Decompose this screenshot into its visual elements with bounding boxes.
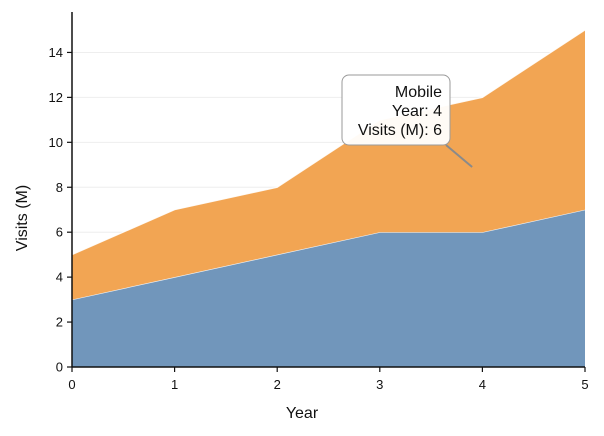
x-tick-label-5: 5 — [581, 377, 588, 392]
y-tick-label-14: 14 — [49, 45, 63, 60]
y-tick-label-2: 2 — [56, 315, 63, 330]
tooltip-visits: Visits (M): 6 — [358, 122, 442, 139]
y-tick-label-4: 4 — [56, 270, 63, 285]
x-tick-label-2: 2 — [274, 377, 281, 392]
tooltip-year: Year: 4 — [392, 103, 442, 120]
tooltip-series-name: Mobile — [395, 84, 442, 101]
y-axis-title: Visits (M) — [14, 185, 31, 251]
hover-tooltip: Mobile Year: 4 Visits (M): 6 — [341, 74, 473, 168]
y-tick-label-8: 8 — [56, 180, 63, 195]
x-tick-label-3: 3 — [376, 377, 383, 392]
tooltip-pointer — [445, 144, 473, 168]
y-tick-label-6: 6 — [56, 225, 63, 240]
x-tick-label-4: 4 — [479, 377, 486, 392]
area-mobile — [72, 29, 585, 300]
y-tick-label-10: 10 — [49, 135, 63, 150]
area-layer — [71, 29, 586, 367]
area-desktop — [72, 209, 585, 367]
area-edge-mobile — [71, 29, 586, 256]
tooltip-box — [341, 74, 451, 146]
x-tick-label-0: 0 — [68, 377, 75, 392]
y-tick-label-12: 12 — [49, 90, 63, 105]
x-tick-label-1: 1 — [171, 377, 178, 392]
y-tick-label-0: 0 — [56, 360, 63, 375]
x-axis-title: Year — [286, 405, 319, 422]
